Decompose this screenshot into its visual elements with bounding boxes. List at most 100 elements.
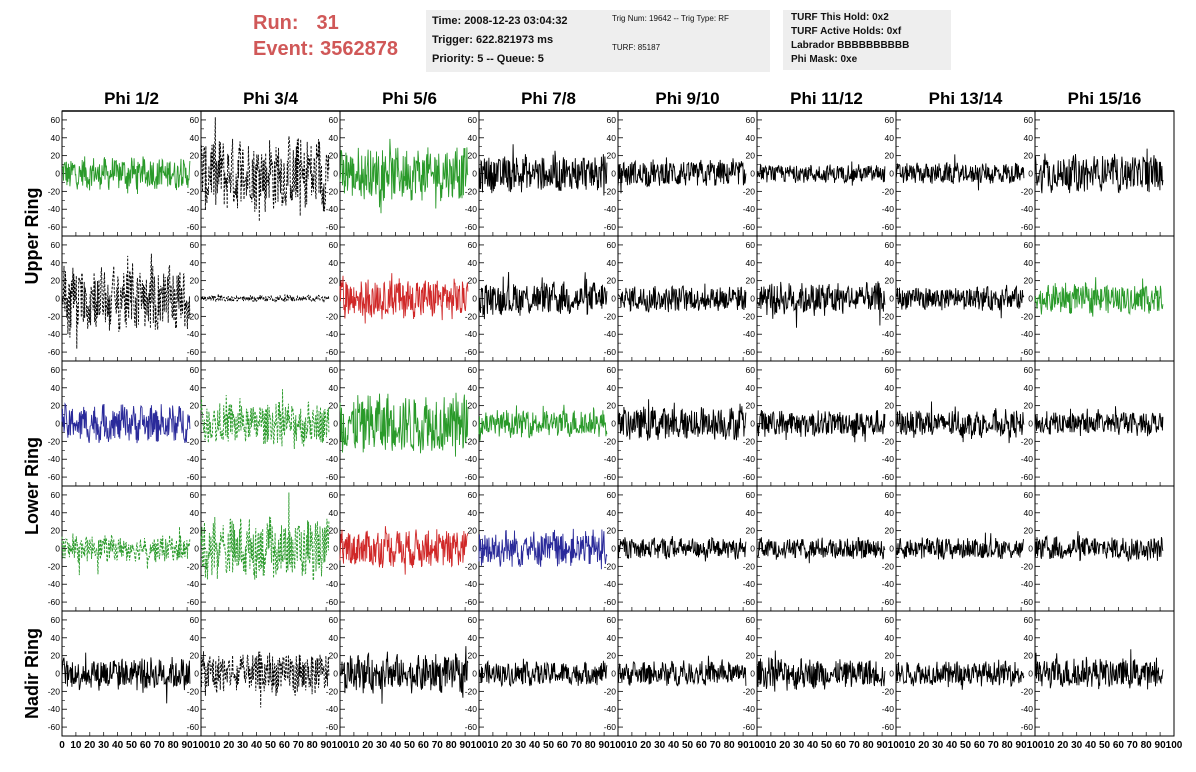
waveform-trace	[1034, 649, 1164, 690]
run-event-box: Run: 31 Event: 3562878	[253, 10, 398, 62]
y-tick-label: 20	[607, 276, 617, 286]
y-tick-label: 40	[746, 258, 756, 268]
waveform-trace	[1034, 406, 1164, 437]
x-tick-label: 100	[332, 740, 349, 751]
y-tick-label: -60	[1021, 597, 1034, 607]
y-tick-label: 60	[190, 615, 200, 625]
turf-text: TURF: 85187	[612, 43, 661, 52]
y-tick-label: -40	[187, 329, 200, 339]
x-tick-label: 80	[1002, 740, 1014, 751]
y-tick-label: -40	[48, 329, 61, 339]
y-tick-label: 20	[329, 276, 339, 286]
turf-info-box: TURF This Hold: 0x2 TURF Active Holds: 0…	[783, 10, 951, 70]
y-tick-label: -60	[604, 222, 617, 232]
y-tick-label: 20	[468, 276, 478, 286]
y-tick-label: -40	[604, 454, 617, 464]
x-tick-label: 10	[70, 740, 82, 751]
waveform-trace	[200, 492, 330, 581]
y-tick-label: 0	[889, 419, 894, 429]
y-tick-label: 40	[329, 258, 339, 268]
event-label: Event:	[253, 38, 315, 60]
y-tick-label: 20	[329, 651, 339, 661]
x-tick-label: 70	[154, 740, 166, 751]
y-tick-label: 0	[194, 419, 199, 429]
y-tick-label: 20	[329, 151, 339, 161]
y-tick-label: -60	[743, 347, 756, 357]
x-tick-label: 80	[168, 740, 180, 751]
x-tick-label: 90	[182, 740, 194, 751]
y-tick-label: -40	[882, 704, 895, 714]
x-tick-label: 40	[251, 740, 263, 751]
y-tick-label: -60	[1021, 222, 1034, 232]
x-tick-label: 90	[460, 740, 472, 751]
trig-text: Trig Num: 19642 -- Trig Type: RF	[612, 14, 729, 23]
y-tick-label: -20	[48, 436, 61, 446]
y-tick-label: -20	[187, 311, 200, 321]
y-tick-label: -60	[48, 597, 61, 607]
waveform-trace	[756, 650, 886, 692]
y-tick-label: 40	[746, 133, 756, 143]
y-tick-label: -60	[1021, 472, 1034, 482]
x-tick-label: 60	[835, 740, 847, 751]
y-tick-label: 0	[1028, 294, 1033, 304]
waveform-trace	[200, 389, 330, 450]
waveform-trace	[478, 658, 608, 688]
x-tick-label: 70	[1127, 740, 1139, 751]
x-tick-label: 30	[793, 740, 805, 751]
y-tick-label: 40	[468, 258, 478, 268]
y-tick-label: -60	[187, 222, 200, 232]
y-tick-label: -40	[48, 579, 61, 589]
y-tick-label: -20	[187, 436, 200, 446]
y-tick-label: 60	[51, 365, 61, 375]
y-tick-label: -60	[604, 347, 617, 357]
y-tick-label: 40	[885, 383, 895, 393]
x-tick-label: 100	[1027, 740, 1044, 751]
y-tick-label: 40	[885, 258, 895, 268]
x-tick-label: 100	[749, 740, 766, 751]
y-tick-label: 0	[1028, 419, 1033, 429]
x-tick-label: 30	[932, 740, 944, 751]
y-tick-label: -20	[326, 436, 339, 446]
waveform-trace	[756, 281, 886, 328]
x-tick-label: 60	[974, 740, 986, 751]
y-tick-label: -20	[604, 311, 617, 321]
waveform-trace	[895, 401, 1025, 444]
y-tick-label: -20	[743, 561, 756, 571]
turf-active-text: TURF Active Holds: 0xf	[791, 26, 902, 37]
column-title: Phi 1/2	[104, 89, 159, 108]
x-tick-label: 90	[1016, 740, 1028, 751]
y-tick-label: 0	[750, 419, 755, 429]
y-tick-label: 20	[190, 526, 200, 536]
y-tick-label: 40	[329, 383, 339, 393]
y-tick-label: -20	[187, 561, 200, 571]
y-tick-label: 0	[55, 294, 60, 304]
x-tick-label: 10	[626, 740, 638, 751]
y-tick-label: 0	[194, 669, 199, 679]
x-tick-label: 10	[487, 740, 499, 751]
y-tick-label: -40	[187, 454, 200, 464]
y-tick-label: -40	[743, 704, 756, 714]
phi-mask-text: Phi Mask: 0xe	[791, 54, 858, 65]
y-tick-label: 0	[55, 169, 60, 179]
y-tick-label: -20	[187, 186, 200, 196]
y-tick-label: 20	[190, 401, 200, 411]
column-title: Phi 15/16	[1068, 89, 1142, 108]
y-tick-label: 40	[51, 383, 61, 393]
y-tick-label: 20	[885, 276, 895, 286]
waveform-trace	[1034, 277, 1164, 317]
y-tick-label: 40	[190, 383, 200, 393]
y-tick-label: 20	[1024, 526, 1034, 536]
y-tick-label: 20	[190, 651, 200, 661]
y-tick-label: 20	[885, 401, 895, 411]
y-tick-label: -60	[743, 597, 756, 607]
x-tick-label: 60	[696, 740, 708, 751]
y-tick-label: -20	[1021, 686, 1034, 696]
column-title: Phi 3/4	[243, 89, 298, 108]
x-tick-label: 0	[59, 740, 65, 751]
y-tick-label: 40	[51, 258, 61, 268]
x-tick-label: 90	[877, 740, 889, 751]
ring-label: Nadir Ring	[22, 628, 42, 719]
y-tick-label: -60	[882, 222, 895, 232]
x-tick-label: 100	[471, 740, 488, 751]
y-tick-label: -40	[326, 204, 339, 214]
